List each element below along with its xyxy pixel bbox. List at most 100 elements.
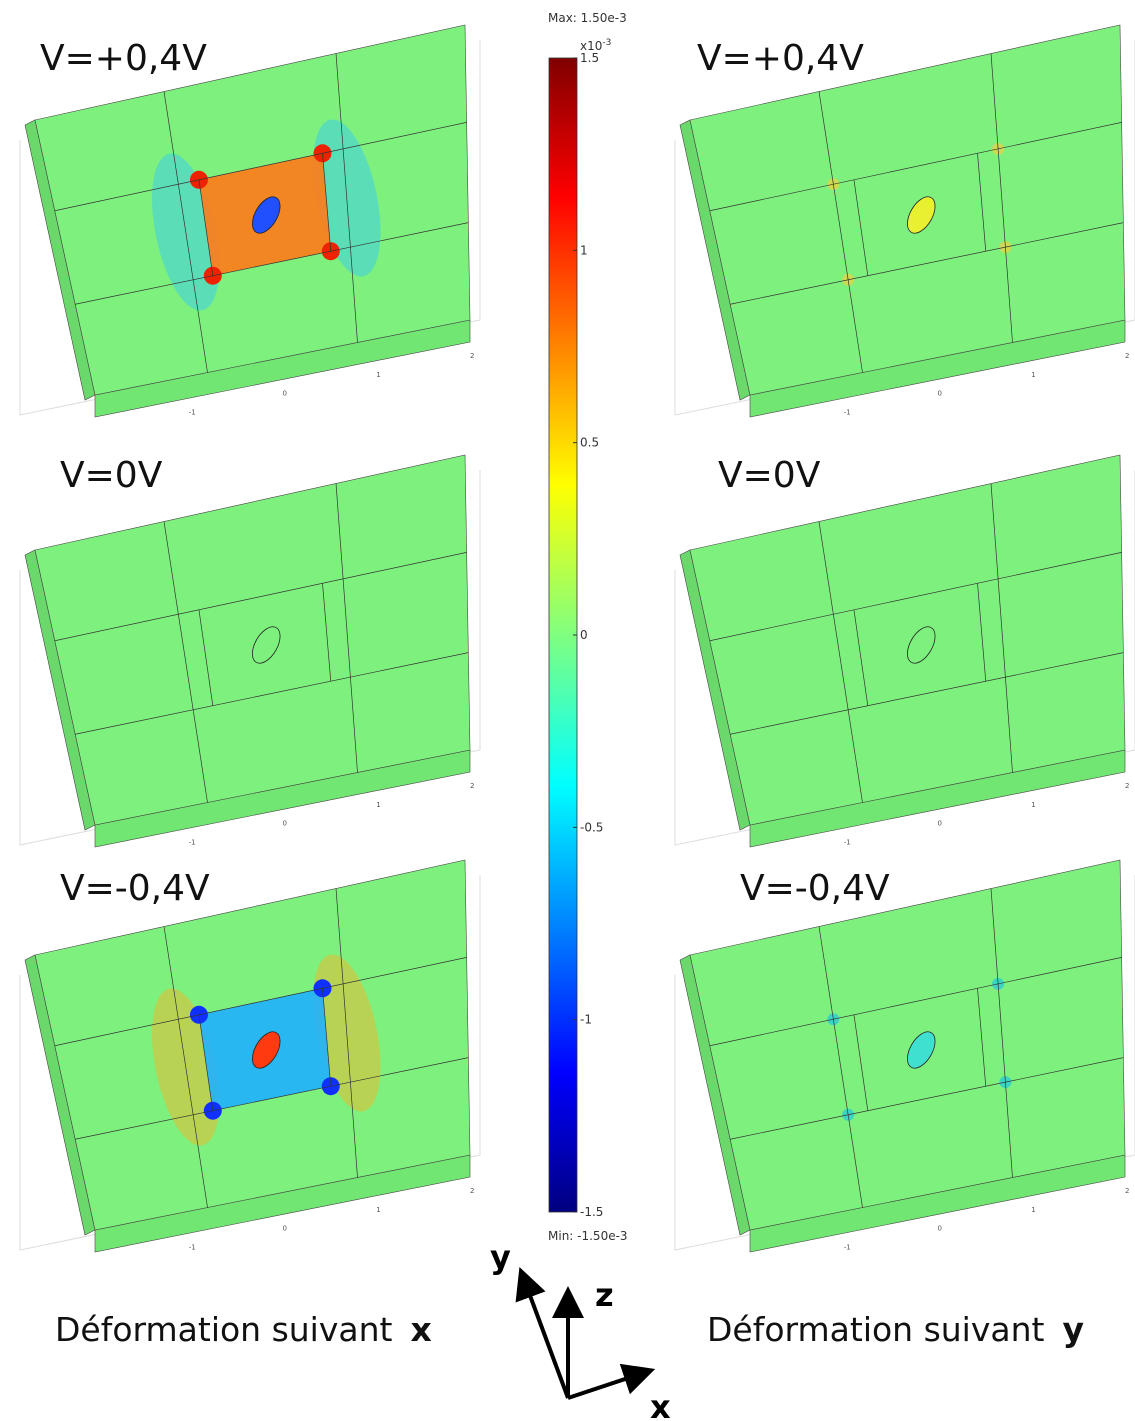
axis-tick-label: 2 bbox=[1125, 352, 1129, 360]
axis-tick-label: 1 bbox=[376, 1206, 380, 1214]
voltage-label: V=+0,4V bbox=[697, 38, 864, 79]
edge bbox=[990, 483, 1013, 773]
caption-text: Déformation suivant bbox=[707, 1310, 1045, 1349]
hole bbox=[252, 626, 281, 664]
hole bbox=[252, 196, 281, 234]
axis-tick-label: -1 bbox=[844, 408, 851, 416]
edge bbox=[853, 609, 869, 706]
edge bbox=[75, 652, 469, 735]
axis-tick-label: -1 bbox=[189, 1243, 196, 1251]
hole bbox=[252, 1031, 281, 1069]
axis-tick-label: 2 bbox=[1125, 782, 1129, 790]
max-label: Max: 1.50e-3 bbox=[548, 11, 627, 25]
exponent: x10-3 bbox=[580, 38, 611, 53]
axis-triad: y z x bbox=[490, 1240, 671, 1421]
voltage-label: V=0V bbox=[60, 455, 163, 496]
tick-label: -1.5 bbox=[580, 1205, 603, 1219]
edge bbox=[853, 1014, 869, 1111]
axis-tick-label: 1 bbox=[1031, 371, 1035, 379]
edge bbox=[335, 888, 358, 1178]
axis-tick-label: 0 bbox=[938, 390, 942, 398]
axis-tick-label: 2 bbox=[470, 1187, 474, 1195]
exponent-power: -3 bbox=[602, 38, 611, 48]
edge bbox=[990, 53, 1013, 343]
edge bbox=[198, 609, 214, 706]
edge bbox=[198, 1014, 214, 1111]
axis-tick-label: -1 bbox=[844, 838, 851, 846]
voltage-label: V=+0,4V bbox=[40, 38, 207, 79]
caption-text: Déformation suivant bbox=[55, 1310, 393, 1349]
x-label: x bbox=[650, 1388, 671, 1421]
edge bbox=[54, 957, 467, 1047]
axis-tick-label: 1 bbox=[376, 801, 380, 809]
hole bbox=[907, 626, 936, 664]
tick-label: -1 bbox=[580, 1013, 592, 1027]
colorbar-scale bbox=[548, 57, 578, 1213]
axis-tick-label: 1 bbox=[376, 371, 380, 379]
edge bbox=[818, 521, 863, 803]
edge bbox=[163, 926, 208, 1208]
caption-right: Déformation suivant y bbox=[707, 1310, 1084, 1349]
edge bbox=[75, 222, 469, 305]
edge bbox=[322, 988, 332, 1087]
y-arrow bbox=[515, 1266, 570, 1399]
z-label: z bbox=[595, 1276, 614, 1314]
top-face bbox=[34, 454, 471, 826]
axis-tick-label: 0 bbox=[283, 820, 287, 828]
edge bbox=[322, 153, 332, 252]
top-face bbox=[689, 454, 1126, 826]
top-face bbox=[689, 24, 1126, 396]
tick-label: 1.5 bbox=[580, 51, 599, 65]
edge bbox=[709, 122, 1122, 212]
edge bbox=[75, 1057, 469, 1140]
axis-tick-label: 0 bbox=[938, 820, 942, 828]
edge bbox=[730, 652, 1124, 735]
edge bbox=[818, 91, 863, 373]
top-face bbox=[689, 859, 1126, 1231]
axis-tick-label: 2 bbox=[1125, 1187, 1129, 1195]
edge bbox=[54, 122, 467, 212]
edge bbox=[730, 222, 1124, 305]
exponent-base: x10 bbox=[580, 39, 602, 53]
edge bbox=[54, 552, 467, 642]
min-label: Min: -1.50e-3 bbox=[548, 1229, 628, 1243]
x-arrow bbox=[567, 1363, 656, 1400]
edge bbox=[977, 583, 987, 682]
hole bbox=[907, 196, 936, 234]
caption-axis: x bbox=[410, 1310, 432, 1349]
tick-label: 0.5 bbox=[580, 436, 599, 450]
edge bbox=[818, 926, 863, 1208]
edge bbox=[163, 521, 208, 803]
edge bbox=[198, 179, 214, 276]
edge bbox=[709, 552, 1122, 642]
edge bbox=[977, 988, 987, 1087]
edge bbox=[977, 153, 987, 252]
edge bbox=[335, 53, 358, 343]
axis-tick-label: 1 bbox=[1031, 801, 1035, 809]
voltage-label: V=-0,4V bbox=[740, 868, 890, 909]
edge bbox=[335, 483, 358, 773]
edge bbox=[163, 91, 208, 373]
axis-tick-label: 2 bbox=[470, 782, 474, 790]
axis-tick-label: 1 bbox=[1031, 1206, 1035, 1214]
voltage-label: V=0V bbox=[718, 455, 821, 496]
caption-left: Déformation suivant x bbox=[55, 1310, 432, 1349]
tick-label: -0.5 bbox=[580, 820, 603, 834]
tick-label: 1 bbox=[580, 243, 588, 257]
edge bbox=[730, 1057, 1124, 1140]
y-label: y bbox=[490, 1240, 511, 1276]
edge bbox=[322, 583, 332, 682]
caption-axis: y bbox=[1062, 1310, 1084, 1349]
axis-tick-label: -1 bbox=[189, 408, 196, 416]
colorbar: Max: 1.50e-3 x10-3 Min: -1.50e-3 1.5 1 0.5… bbox=[548, 11, 628, 1243]
axis-tick-label: -1 bbox=[844, 1243, 851, 1251]
axis-tick-label: 2 bbox=[470, 352, 474, 360]
axis-tick-label: 0 bbox=[938, 1225, 942, 1233]
